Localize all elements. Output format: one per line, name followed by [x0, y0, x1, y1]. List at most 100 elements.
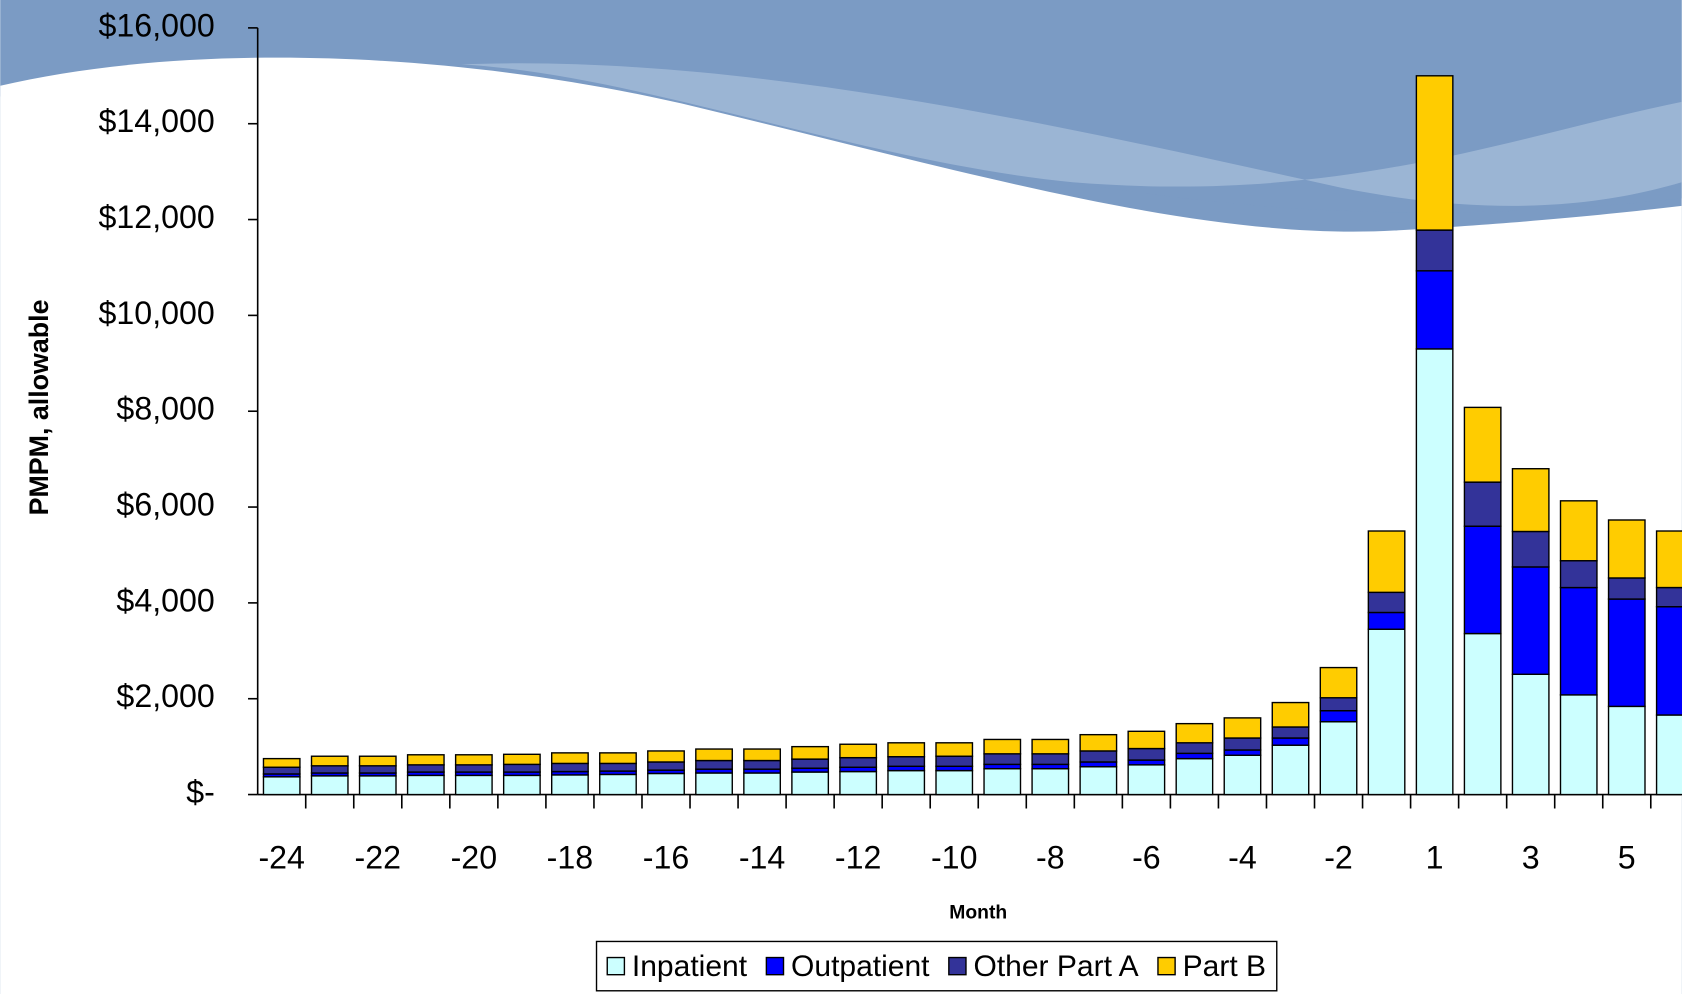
x-tick-label: -14 — [739, 839, 785, 875]
bar-segment — [791, 745, 830, 760]
bar-segment — [839, 756, 878, 768]
bar-segment — [1415, 229, 1454, 272]
bar-segment — [1319, 721, 1358, 796]
bar-segment — [406, 754, 445, 766]
bar-segment — [262, 757, 301, 768]
bar-segment — [454, 764, 493, 773]
bar-segment — [791, 758, 830, 769]
y-axis-title: PMPM, allowable — [24, 300, 54, 516]
bar-segment — [1559, 500, 1598, 562]
bar-segment — [551, 752, 589, 765]
bar-segment — [502, 763, 541, 773]
legend-label: Other Part A — [973, 950, 1138, 983]
bar-segment — [358, 765, 397, 774]
x-tick-label: -12 — [835, 839, 881, 875]
legend-swatch — [948, 956, 967, 976]
bar-segment — [983, 738, 1022, 755]
y-tick-label: $6,000 — [116, 487, 214, 523]
bar-segment — [1079, 733, 1118, 752]
bar-segment — [1559, 694, 1598, 796]
bar-segment — [406, 764, 445, 773]
bar-segment — [310, 775, 349, 796]
bar-segment — [1415, 348, 1454, 796]
bar-segment — [310, 765, 349, 774]
x-tick-label: -2 — [1324, 839, 1353, 875]
bar-segment — [1511, 468, 1550, 533]
bar-segment — [358, 755, 397, 767]
bar-segment — [887, 756, 926, 767]
bar-segment — [839, 743, 878, 759]
bar-segment — [406, 774, 445, 796]
bar-segment — [1463, 481, 1502, 527]
bar-segment — [454, 754, 493, 766]
bar-segment — [1511, 566, 1550, 675]
bar-segment — [358, 775, 397, 796]
y-tick-label: $10,000 — [99, 295, 215, 331]
bar-segment — [454, 774, 493, 796]
x-tick-label: -20 — [451, 839, 497, 875]
y-tick-label: $2,000 — [116, 678, 214, 714]
x-tick-label: -24 — [258, 839, 304, 875]
bar-segment — [1175, 722, 1214, 744]
bar-segment — [1271, 737, 1310, 746]
legend-swatch — [606, 956, 626, 976]
bar-segment — [1655, 606, 1682, 716]
bar-segment — [647, 761, 685, 771]
bar-segment — [743, 748, 782, 762]
legend-label: Inpatient — [632, 950, 748, 983]
bar-segment — [1223, 754, 1262, 796]
x-axis-title: Month — [949, 903, 1007, 924]
x-tick-label: -6 — [1132, 839, 1161, 875]
bar-segment — [1367, 591, 1406, 614]
x-tick-label: -22 — [355, 839, 401, 875]
bar-segment — [1271, 726, 1310, 739]
bar-segment — [599, 752, 637, 765]
bar-segment — [1079, 766, 1118, 796]
bar-segment — [647, 772, 685, 796]
bar-segment — [839, 770, 878, 796]
bar-segment — [551, 762, 589, 773]
y-tick-label: $4,000 — [116, 582, 214, 618]
bar-segment — [551, 774, 589, 796]
y-tick-label: $14,000 — [99, 103, 215, 139]
bar-segment — [791, 771, 830, 796]
bar-segment — [1463, 406, 1502, 483]
bar-segment — [502, 753, 541, 766]
legend-swatch — [765, 956, 785, 976]
bar-segment — [887, 742, 926, 758]
bar-segment — [983, 753, 1022, 766]
bar-segment — [743, 772, 782, 796]
bar-segment — [1223, 749, 1262, 756]
bar-segment — [1655, 530, 1682, 589]
bar-segment — [935, 742, 974, 757]
bar-segment — [1175, 752, 1214, 760]
bar-segment — [887, 769, 926, 796]
bar-segment — [1031, 767, 1070, 796]
bar-segment — [1127, 759, 1166, 766]
bar-segment — [743, 759, 782, 770]
bar-segment — [1319, 710, 1358, 723]
bar-segment — [1463, 525, 1502, 635]
bar-segment — [695, 759, 733, 770]
bar-segment — [1175, 742, 1214, 755]
x-tick-label: -8 — [1036, 839, 1065, 875]
bar-segment — [1655, 586, 1682, 608]
bar-segment — [1559, 560, 1598, 589]
bar-segment — [1415, 270, 1454, 350]
bar-segment — [1655, 714, 1682, 796]
bar-segment — [647, 750, 685, 763]
bar-segment — [1079, 761, 1118, 768]
bar-segment — [1367, 530, 1406, 594]
x-tick-label: 1 — [1426, 839, 1444, 875]
wave-band — [461, 63, 1682, 206]
y-tick-label: $12,000 — [99, 199, 215, 235]
bar-segment — [1031, 753, 1070, 766]
legend-label: Outpatient — [791, 950, 930, 983]
bar-segment — [695, 772, 733, 796]
legend: Inpatient Outpatient Other Part A Part B — [595, 940, 1278, 992]
bar-segment — [1607, 519, 1646, 579]
bar-segment — [935, 769, 974, 796]
bar-segment — [695, 748, 733, 762]
x-tick-label: -16 — [643, 839, 689, 875]
x-tick-label: 5 — [1618, 839, 1636, 875]
